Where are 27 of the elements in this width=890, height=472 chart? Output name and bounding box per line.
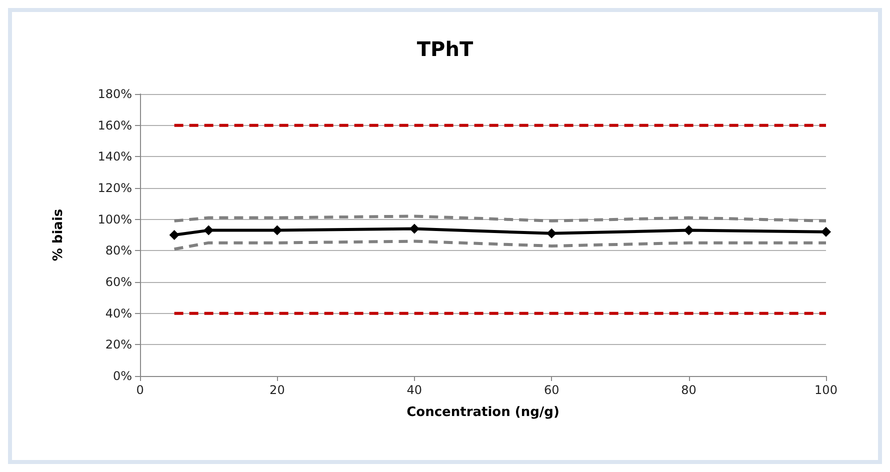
y-tick-label: 160% — [98, 118, 132, 132]
point — [204, 225, 214, 236]
point — [546, 228, 557, 238]
y-tick-label: 180% — [98, 87, 132, 101]
y-tick-label: 60% — [105, 275, 132, 289]
x-tick-label: 60 — [544, 383, 560, 397]
x-tick-label: 40 — [406, 383, 422, 397]
y-tick-label: 40% — [105, 306, 132, 320]
point — [684, 225, 694, 236]
point — [821, 226, 831, 237]
x-tick-label: 100 — [814, 383, 838, 397]
chart-title: TPhT — [416, 37, 474, 61]
x-tick-label: 0 — [136, 383, 144, 397]
y-tick-label: 80% — [105, 244, 132, 258]
x-axis-title: Concentration (ng/g) — [406, 405, 560, 420]
x-tick-label: 80 — [681, 383, 696, 397]
point — [409, 224, 420, 234]
y-axis-title: % biais — [51, 208, 66, 262]
y-tick-label: 0% — [112, 369, 132, 383]
line-series — [172, 240, 828, 251]
y-tick-label: 20% — [105, 338, 132, 352]
y-tick-label: 120% — [98, 181, 132, 195]
y-tick-label: 100% — [98, 212, 132, 226]
point — [169, 230, 180, 240]
y-tick-label: 140% — [98, 150, 132, 164]
x-tick-label: 20 — [270, 383, 285, 397]
point — [272, 225, 282, 236]
